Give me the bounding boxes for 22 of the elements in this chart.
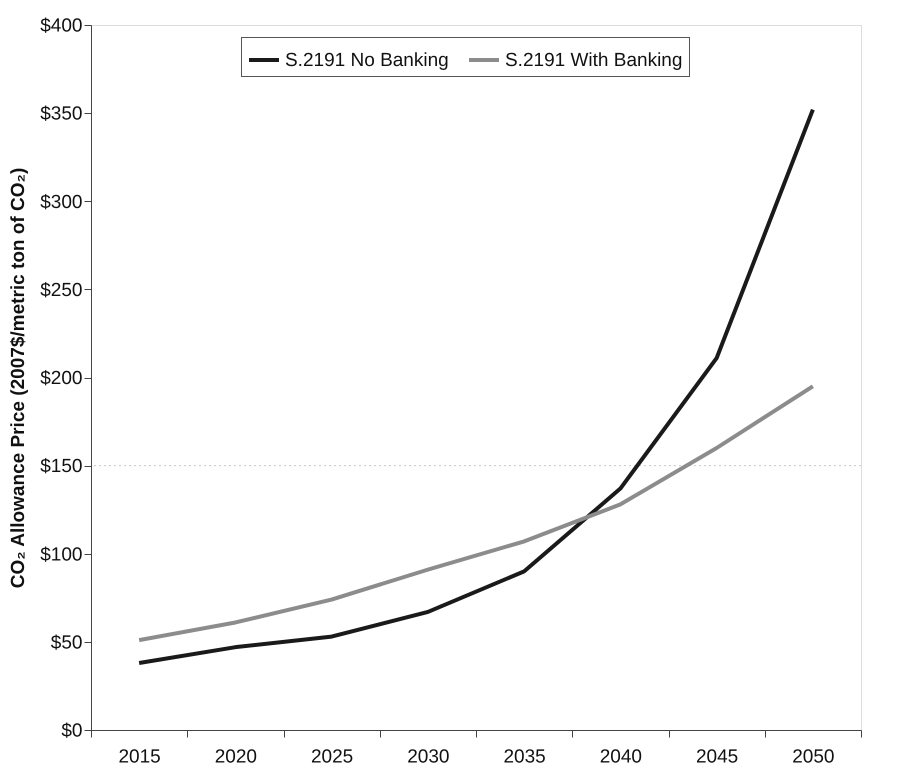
line-series (137, 108, 815, 666)
y-tick-label: $300 (40, 192, 82, 213)
x-tick-label: 2050 (792, 746, 835, 768)
line-series (137, 384, 815, 642)
y-tick-label: $200 (40, 368, 82, 389)
x-tick-label: 2035 (503, 746, 546, 768)
y-tick-label: $250 (40, 280, 82, 301)
y-tick-label: $0 (61, 720, 82, 742)
x-tick-label: 2015 (118, 746, 161, 768)
x-tick-label: 2025 (310, 746, 354, 768)
x-tick-label: 2040 (600, 746, 642, 768)
y-tick-label: $350 (40, 104, 82, 125)
y-tick-label: $50 (50, 632, 82, 654)
y-tick-label: $400 (40, 16, 82, 36)
x-tick-label: 2020 (214, 746, 258, 768)
y-axis-title: CO₂ Allowance Price (2007$/metric ton of CO₂) (8, 168, 30, 588)
y-tick-label: $100 (40, 544, 82, 566)
x-tick-label: 2045 (696, 746, 738, 768)
x-tick-label: 2030 (407, 746, 450, 768)
y-tick-label: $150 (40, 456, 82, 478)
legend-label: S.2191 With Banking (505, 50, 682, 71)
legend-label: S.2191 No Banking (285, 50, 449, 71)
